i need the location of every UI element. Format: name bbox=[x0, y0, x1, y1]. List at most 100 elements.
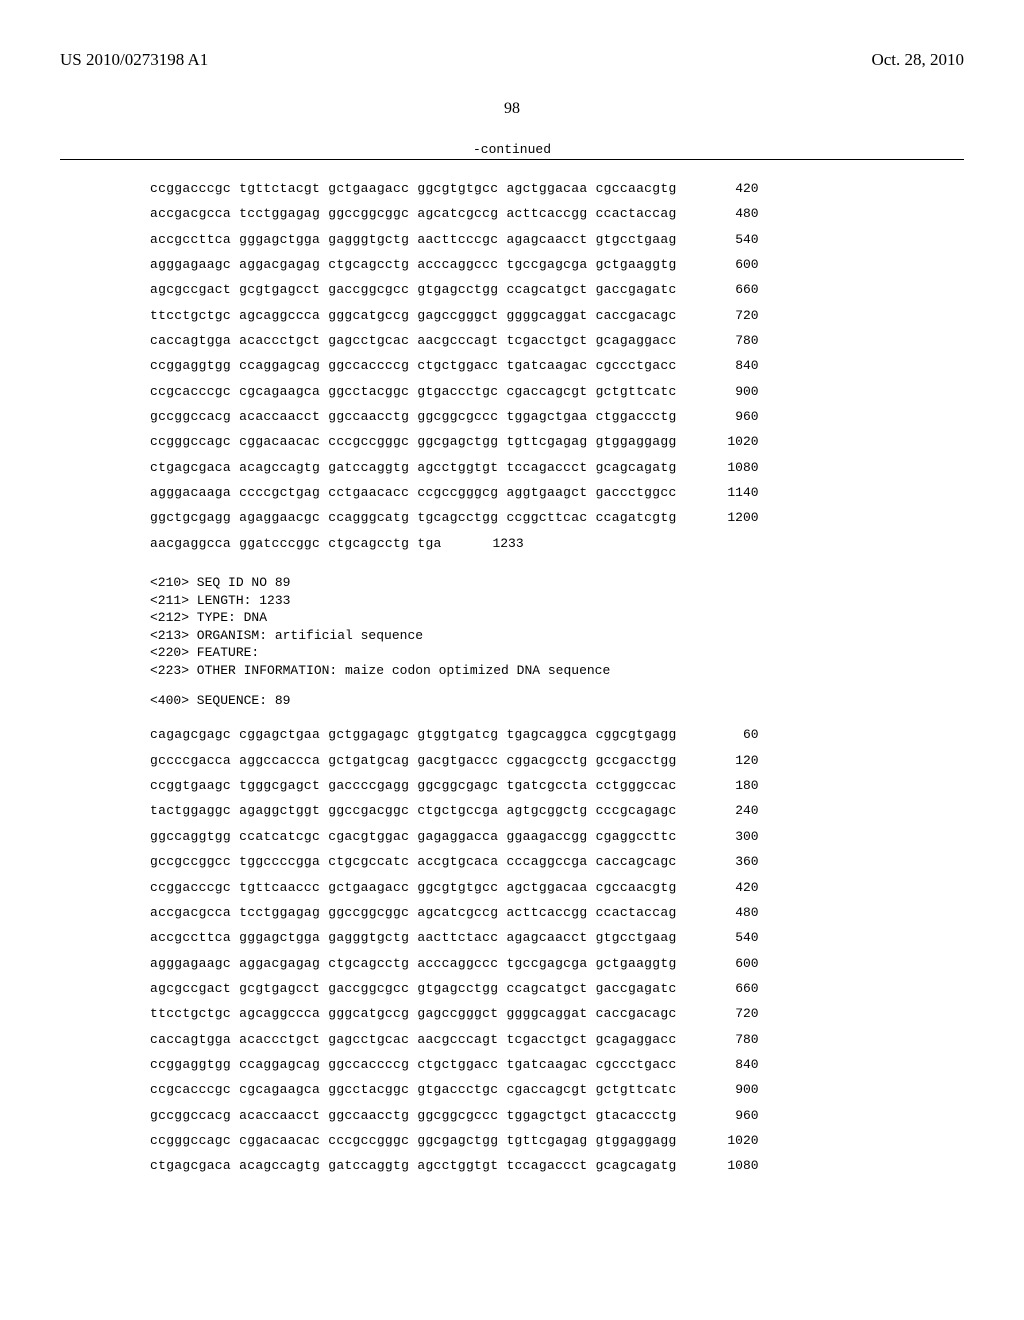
sequence-row: ccggtgaagc tgggcgagct gaccccgagg ggcggcg… bbox=[150, 773, 964, 798]
sequence-groups: gccgccggcc tggccccgga ctgcgccatc accgtgc… bbox=[150, 849, 677, 874]
publication-number: US 2010/0273198 A1 bbox=[60, 50, 208, 70]
sequence-row: ttcctgctgc agcaggccca gggcatgccg gagccgg… bbox=[150, 1001, 964, 1026]
sequence-groups: ccggaggtgg ccaggagcag ggccaccccg ctgctgg… bbox=[150, 353, 677, 378]
sequence-row: cagagcgagc cggagctgaa gctggagagc gtggtga… bbox=[150, 722, 964, 747]
sequence-row: accgacgcca tcctggagag ggccggcggc agcatcg… bbox=[150, 201, 964, 226]
sequence-row: ggctgcgagg agaggaacgc ccagggcatg tgcagcc… bbox=[150, 505, 964, 530]
sequence-groups: aacgaggcca ggatcccggc ctgcagcctg tga bbox=[150, 531, 442, 556]
sequence-groups: agggacaaga ccccgctgag cctgaacacc ccgccgg… bbox=[150, 480, 677, 505]
sequence-groups: ggctgcgagg agaggaacgc ccagggcatg tgcagcc… bbox=[150, 505, 677, 530]
sequence-groups: ccgcacccgc cgcagaagca ggcctacggc gtgaccc… bbox=[150, 1077, 677, 1102]
sequence-groups: accgacgcca tcctggagag ggccggcggc agcatcg… bbox=[150, 201, 677, 226]
sequence-groups: cagagcgagc cggagctgaa gctggagagc gtggtga… bbox=[150, 722, 677, 747]
sequence-row: gccccgacca aggccaccca gctgatgcag gacgtga… bbox=[150, 748, 964, 773]
sequence-groups: ctgagcgaca acagccagtg gatccaggtg agcctgg… bbox=[150, 1153, 677, 1178]
sequence-row: ccggacccgc tgttctacgt gctgaagacc ggcgtgt… bbox=[150, 176, 964, 201]
sequence-position: 180 bbox=[699, 773, 759, 798]
sequence-groups: gccggccacg acaccaacct ggccaacctg ggcggcg… bbox=[150, 404, 677, 429]
sequence-groups: agcgccgact gcgtgagcct gaccggcgcc gtgagcc… bbox=[150, 976, 677, 1001]
sequence-position: 1020 bbox=[699, 429, 759, 454]
sequence-position: 120 bbox=[699, 748, 759, 773]
sequence-position: 600 bbox=[699, 252, 759, 277]
sequence-groups: ttcctgctgc agcaggccca gggcatgccg gagccgg… bbox=[150, 303, 677, 328]
sequence-groups: ccggtgaagc tgggcgagct gaccccgagg ggcggcg… bbox=[150, 773, 677, 798]
sequence-groups: agggagaagc aggacgagag ctgcagcctg acccagg… bbox=[150, 951, 677, 976]
sequence-groups: accgacgcca tcctggagag ggccggcggc agcatcg… bbox=[150, 900, 677, 925]
sequence-row: ccgcacccgc cgcagaagca ggcctacggc gtgaccc… bbox=[150, 1077, 964, 1102]
sequence-groups: ccgggccagc cggacaacac cccgccgggc ggcgagc… bbox=[150, 429, 677, 454]
sequence-groups: accgccttca gggagctgga gagggtgctg aacttct… bbox=[150, 925, 677, 950]
sequence-row: ttcctgctgc agcaggccca gggcatgccg gagccgg… bbox=[150, 303, 964, 328]
sequence-position: 960 bbox=[699, 404, 759, 429]
sequence-groups: ttcctgctgc agcaggccca gggcatgccg gagccgg… bbox=[150, 1001, 677, 1026]
sequence-position: 1200 bbox=[699, 505, 759, 530]
sequence-groups: caccagtgga acaccctgct gagcctgcac aacgccc… bbox=[150, 328, 677, 353]
sequence-position: 720 bbox=[699, 303, 759, 328]
sequence-groups: ccgcacccgc cgcagaagca ggcctacggc gtgaccc… bbox=[150, 379, 677, 404]
sequence-position: 540 bbox=[699, 227, 759, 252]
sequence-position: 1140 bbox=[699, 480, 759, 505]
page-number: 98 bbox=[60, 100, 964, 118]
sequence-groups: agggagaagc aggacgagag ctgcagcctg acccagg… bbox=[150, 252, 677, 277]
sequence-row: agggagaagc aggacgagag ctgcagcctg acccagg… bbox=[150, 951, 964, 976]
sequence-groups: ccggacccgc tgttcaaccc gctgaagacc ggcgtgt… bbox=[150, 875, 677, 900]
sequence-row: caccagtgga acaccctgct gagcctgcac aacgccc… bbox=[150, 328, 964, 353]
sequence-row: ccggaggtgg ccaggagcag ggccaccccg ctgctgg… bbox=[150, 353, 964, 378]
sequence-row: ggccaggtgg ccatcatcgc cgacgtggac gagagga… bbox=[150, 824, 964, 849]
sequence-row: agggacaaga ccccgctgag cctgaacacc ccgccgg… bbox=[150, 480, 964, 505]
sequence-groups: gccggccacg acaccaacct ggccaacctg ggcggcg… bbox=[150, 1103, 677, 1128]
sequence-block-2: cagagcgagc cggagctgaa gctggagagc gtggtga… bbox=[150, 722, 964, 1178]
sequence-position: 540 bbox=[699, 925, 759, 950]
sequence-block-1: ccggacccgc tgttctacgt gctgaagacc ggcgtgt… bbox=[150, 176, 964, 556]
sequence-position: 480 bbox=[699, 201, 759, 226]
sequence-row: ccggacccgc tgttcaaccc gctgaagacc ggcgtgt… bbox=[150, 875, 964, 900]
divider-line bbox=[60, 159, 964, 160]
sequence-row: ccgggccagc cggacaacac cccgccgggc ggcgagc… bbox=[150, 1128, 964, 1153]
sequence-position: 1080 bbox=[699, 455, 759, 480]
sequence-position: 840 bbox=[699, 1052, 759, 1077]
sequence-row: ccggaggtgg ccaggagcag ggccaccccg ctgctgg… bbox=[150, 1052, 964, 1077]
sequence-row: agcgccgact gcgtgagcct gaccggcgcc gtgagcc… bbox=[150, 976, 964, 1001]
sequence-row: tactggaggc agaggctggt ggccgacggc ctgctgc… bbox=[150, 798, 964, 823]
sequence-position: 420 bbox=[699, 176, 759, 201]
sequence-groups: ccggacccgc tgttctacgt gctgaagacc ggcgtgt… bbox=[150, 176, 677, 201]
sequence-row: accgccttca gggagctgga gagggtgctg aacttct… bbox=[150, 925, 964, 950]
sequence-row: ccgggccagc cggacaacac cccgccgggc ggcgagc… bbox=[150, 429, 964, 454]
sequence-row: agcgccgact gcgtgagcct gaccggcgcc gtgagcc… bbox=[150, 277, 964, 302]
sequence-groups: accgccttca gggagctgga gagggtgctg aacttcc… bbox=[150, 227, 677, 252]
sequence-groups: ctgagcgaca acagccagtg gatccaggtg agcctgg… bbox=[150, 455, 677, 480]
sequence-meta: <210> SEQ ID NO 89 <211> LENGTH: 1233 <2… bbox=[150, 574, 964, 679]
sequence-row: caccagtgga acaccctgct gagcctgcac aacgccc… bbox=[150, 1027, 964, 1052]
sequence-row: gccgccggcc tggccccgga ctgcgccatc accgtgc… bbox=[150, 849, 964, 874]
sequence-position: 1233 bbox=[464, 531, 524, 556]
header-row: US 2010/0273198 A1 Oct. 28, 2010 bbox=[60, 50, 964, 70]
sequence-row: accgacgcca tcctggagag ggccggcggc agcatcg… bbox=[150, 900, 964, 925]
sequence-groups: ccgggccagc cggacaacac cccgccgggc ggcgagc… bbox=[150, 1128, 677, 1153]
sequence-position: 360 bbox=[699, 849, 759, 874]
sequence-position: 600 bbox=[699, 951, 759, 976]
sequence-position: 840 bbox=[699, 353, 759, 378]
sequence-position: 960 bbox=[699, 1103, 759, 1128]
sequence-row: gccggccacg acaccaacct ggccaacctg ggcggcg… bbox=[150, 404, 964, 429]
sequence-position: 720 bbox=[699, 1001, 759, 1026]
sequence-position: 480 bbox=[699, 900, 759, 925]
sequence-groups: ggccaggtgg ccatcatcgc cgacgtggac gagagga… bbox=[150, 824, 677, 849]
sequence-row: ccgcacccgc cgcagaagca ggcctacggc gtgaccc… bbox=[150, 379, 964, 404]
sequence-position: 780 bbox=[699, 1027, 759, 1052]
continued-label: -continued bbox=[60, 142, 964, 157]
sequence-position: 1020 bbox=[699, 1128, 759, 1153]
sequence-position: 660 bbox=[699, 277, 759, 302]
sequence-label: <400> SEQUENCE: 89 bbox=[150, 693, 964, 708]
sequence-groups: caccagtgga acaccctgct gagcctgcac aacgccc… bbox=[150, 1027, 677, 1052]
sequence-position: 780 bbox=[699, 328, 759, 353]
sequence-position: 420 bbox=[699, 875, 759, 900]
sequence-row: agggagaagc aggacgagag ctgcagcctg acccagg… bbox=[150, 252, 964, 277]
sequence-position: 1080 bbox=[699, 1153, 759, 1178]
sequence-groups: gccccgacca aggccaccca gctgatgcag gacgtga… bbox=[150, 748, 677, 773]
sequence-position: 660 bbox=[699, 976, 759, 1001]
patent-page: US 2010/0273198 A1 Oct. 28, 2010 98 -con… bbox=[0, 0, 1024, 1219]
sequence-position: 300 bbox=[699, 824, 759, 849]
sequence-position: 60 bbox=[699, 722, 759, 747]
sequence-position: 900 bbox=[699, 379, 759, 404]
sequence-position: 900 bbox=[699, 1077, 759, 1102]
